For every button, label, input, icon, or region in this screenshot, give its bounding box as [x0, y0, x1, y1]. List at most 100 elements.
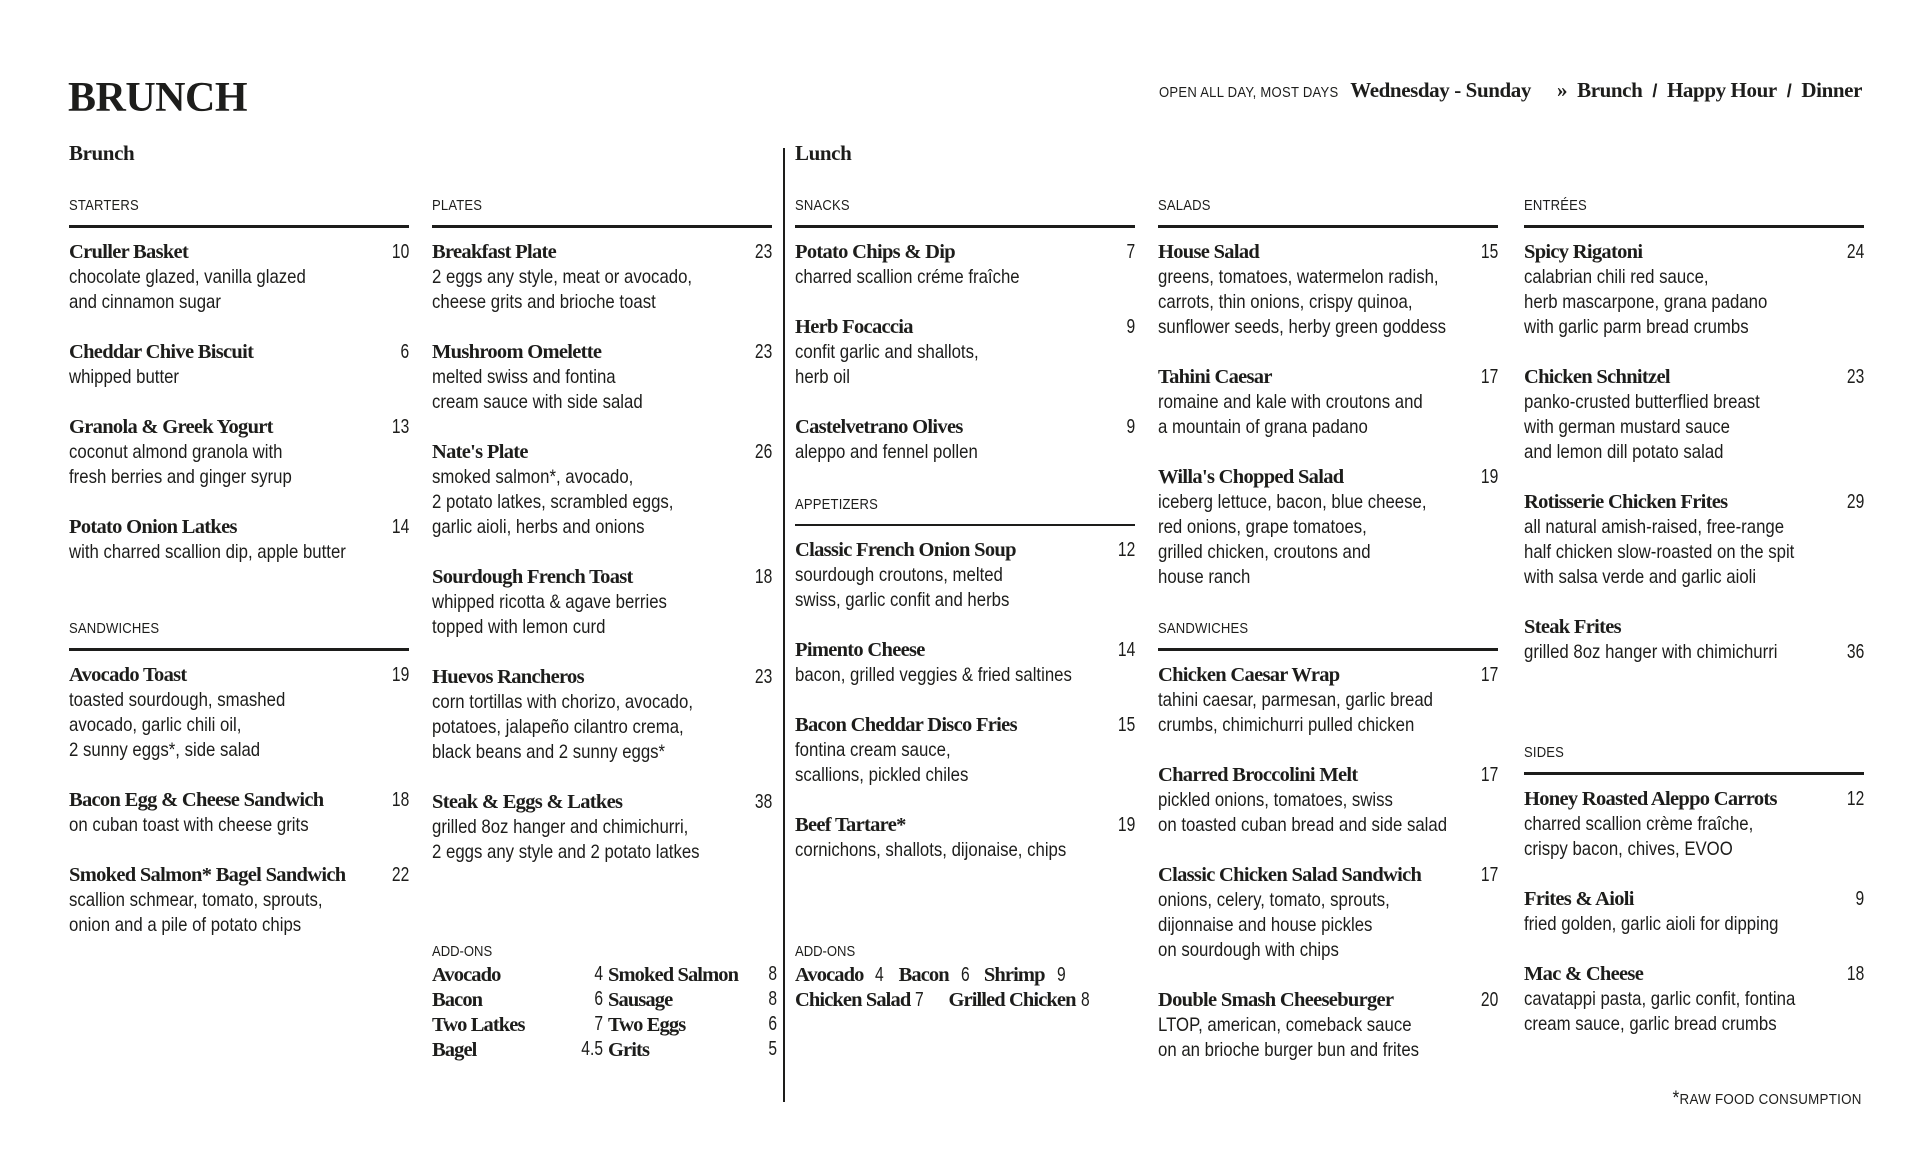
item-list: Classic French Onion Soup 12 sourdough cro… [795, 538, 1135, 863]
item-description: fried golden, garlic aioli for dipping [1524, 913, 1779, 935]
item-name: Steak Frites [1524, 616, 1622, 638]
menu-nav: » Brunch / Happy Hour / Dinner [1557, 78, 1862, 103]
hours-tagline: OPEN ALL DAY, MOST DAYS [1158, 85, 1339, 101]
item-list: Avocado Toast 19 toasted sourdough, smashe… [69, 663, 409, 938]
item-name: Huevos Rancheros [432, 666, 585, 688]
item-list: Honey Roasted Aleppo Carrots 12 charred sc… [1524, 787, 1864, 1037]
item-name: Pimento Cheese [795, 638, 925, 661]
item-description: all natural amish-raised, free-range hal… [1524, 516, 1795, 588]
section-label: SALADS [1158, 198, 1211, 214]
item-name: Mushroom Omelette [432, 341, 602, 363]
nav-separator: / [1652, 81, 1657, 101]
menu-item: Willa's Chopped Salad 19 iceberg lettuce, … [1158, 465, 1498, 590]
menu-item: Charred Broccolini Melt 17 pickled onions,… [1158, 763, 1498, 838]
menu-item: Rotisserie Chicken Frites 29 all natural a… [1524, 490, 1864, 590]
item-price: 19 [1117, 813, 1135, 836]
item-name: Willa's Chopped Salad [1158, 466, 1344, 488]
item-list: Potato Chips & Dip 7 charred scallion crém… [795, 240, 1135, 465]
section-rule [795, 524, 1135, 526]
item-name: Honey Roasted Aleppo Carrots [1524, 788, 1777, 810]
add-on-price: 5 [768, 1038, 777, 1060]
item-description: greens, tomatoes, watermelon radish, car… [1158, 266, 1447, 338]
item-price: 12 [1117, 538, 1135, 561]
item-name: Chicken Caesar Wrap [1158, 664, 1340, 686]
section-label: APPETIZERS [795, 497, 879, 513]
item-list: Breakfast Plate 23 2 eggs any style, meat … [432, 240, 772, 865]
item-price: 9 [1855, 888, 1864, 910]
item-name: Charred Broccolini Melt [1158, 764, 1358, 786]
item-name-row: Chicken Caesar Wrap 17 [1158, 663, 1498, 688]
item-list: Spicy Rigatoni 24 calabrian chili red sauc… [1524, 240, 1864, 665]
item-price: 17 [1480, 664, 1498, 686]
item-description: aleppo and fennel pollen [795, 441, 978, 463]
item-price: 29 [1846, 491, 1864, 513]
item-name-row: Double Smash Cheeseburger 20 [1158, 988, 1498, 1013]
lunch-add-ons: ADD-ONS Avocado 4 Bacon 6 Shrimp 9 Chicken Sala… [795, 943, 1135, 1013]
section-sides: SIDES Honey Roasted Aleppo Carrots 12 charr… [1524, 744, 1864, 1062]
item-price: 26 [754, 441, 772, 463]
add-on-price: 6 [594, 988, 603, 1010]
item-description: on cuban toast with cheese grits [69, 814, 309, 836]
item-name: Nate's Plate [432, 441, 528, 463]
item-name-row: Steak & Eggs & Latkes 38 [432, 790, 772, 815]
item-name: Cheddar Chive Biscuit [69, 341, 254, 363]
menu-item: Honey Roasted Aleppo Carrots 12 charred sc… [1524, 787, 1864, 862]
section-rule [1158, 225, 1498, 228]
item-name-row: Breakfast Plate 23 [432, 240, 772, 265]
nav-happy-hour-link[interactable]: Happy Hour [1667, 78, 1777, 102]
item-description: grilled 8oz hanger and chimichurri, 2 eg… [432, 816, 700, 863]
add-on-price: 9 [1056, 964, 1066, 986]
menu-item: Tahini Caesar 17 romaine and kale with cro… [1158, 365, 1498, 440]
menu-item: Beef Tartare* 19 cornichons, shallots, dij… [795, 813, 1135, 863]
item-price: 20 [1480, 989, 1498, 1011]
section-label: ENTRÉES [1524, 198, 1587, 214]
item-name: Herb Focaccia [795, 316, 914, 338]
menu-item: Breakfast Plate 23 2 eggs any style, meat … [432, 240, 772, 315]
section-plates: PLATES Breakfast Plate 23 2 eggs any style,… [432, 197, 772, 890]
add-on-price: 6 [960, 964, 970, 986]
item-price: 15 [1117, 713, 1135, 736]
item-name-row: Mushroom Omelette 23 [432, 340, 772, 365]
item-name: Potato Onion Latkes [69, 516, 237, 538]
section-rule [1158, 648, 1498, 651]
item-list: House Salad 15 greens, tomatoes, watermelo… [1158, 240, 1498, 590]
menu-item: Castelvetrano Olives 9 aleppo and fennel p… [795, 415, 1135, 465]
item-list: Chicken Caesar Wrap 17 tahini caesar, parm… [1158, 663, 1498, 1063]
item-name: Bacon Egg & Cheese Sandwich [69, 789, 324, 811]
item-name-row: Granola & Greek Yogurt 13 [69, 415, 409, 440]
item-description: pickled onions, tomatoes, swiss on toast… [1158, 789, 1448, 836]
add-on-name: Smoked Salmon [608, 964, 739, 986]
item-name: Bacon Cheddar Disco Fries [795, 713, 1018, 736]
item-description: cornichons, shallots, dijonaise, chips [795, 838, 1067, 861]
section-snacks: SNACKS Potato Chips & Dip 7 charred scallio… [795, 197, 1135, 490]
item-name: Mac & Cheese [1524, 963, 1644, 985]
menu-item: Smoked Salmon* Bagel Sandwich 22 scallion … [69, 863, 409, 938]
item-name-row: Sourdough French Toast 18 [432, 565, 772, 590]
item-price: 12 [1846, 788, 1864, 810]
nav-dinner-link[interactable]: Dinner [1801, 78, 1862, 102]
add-ons-grid: Avocado 4 Smoked Salmon 8 Bacon 6 Sausage 8 Two … [432, 963, 777, 1063]
section-label: SANDWICHES [1158, 621, 1249, 637]
item-description: 2 eggs any style, meat or avocado, chees… [432, 266, 693, 313]
menu-item: Huevos Rancheros 23 corn tortillas with ch… [432, 665, 772, 765]
section-starters: STARTERS Cruller Basket 10 chocolate glazed… [69, 197, 409, 590]
menu-item: Cruller Basket 10 chocolate glazed, vanill… [69, 240, 409, 315]
item-desc-row: grilled 8oz hanger with chimichurri 36 [1524, 640, 1864, 665]
item-name: Classic French Onion Soup [795, 538, 1016, 561]
item-description: romaine and kale with croutons and a mou… [1158, 391, 1423, 438]
item-name-row: Tahini Caesar 17 [1158, 365, 1498, 390]
section-label: PLATES [432, 198, 483, 214]
nav-brunch-link[interactable]: Brunch [1577, 78, 1643, 102]
item-name-row: Herb Focaccia 9 [795, 315, 1135, 340]
item-name-row: Bacon Cheddar Disco Fries 15 [795, 713, 1135, 738]
item-price: 36 [1846, 641, 1864, 663]
item-name: Granola & Greek Yogurt [69, 416, 274, 438]
menu-item: Frites & Aioli 9 fried golden, garlic aiol… [1524, 887, 1864, 937]
section-rule [69, 225, 409, 228]
menu-item: Nate's Plate 26 smoked salmon*, avocado, 2… [432, 440, 772, 540]
add-on-name: Two Latkes [432, 1014, 525, 1036]
add-ons-label: ADD-ONS [795, 944, 856, 960]
item-name: Steak & Eggs & Latkes [432, 791, 623, 813]
item-description: tahini caesar, parmesan, garlic bread cr… [1158, 689, 1433, 736]
item-description: melted swiss and fontina cream sauce wit… [432, 366, 643, 413]
